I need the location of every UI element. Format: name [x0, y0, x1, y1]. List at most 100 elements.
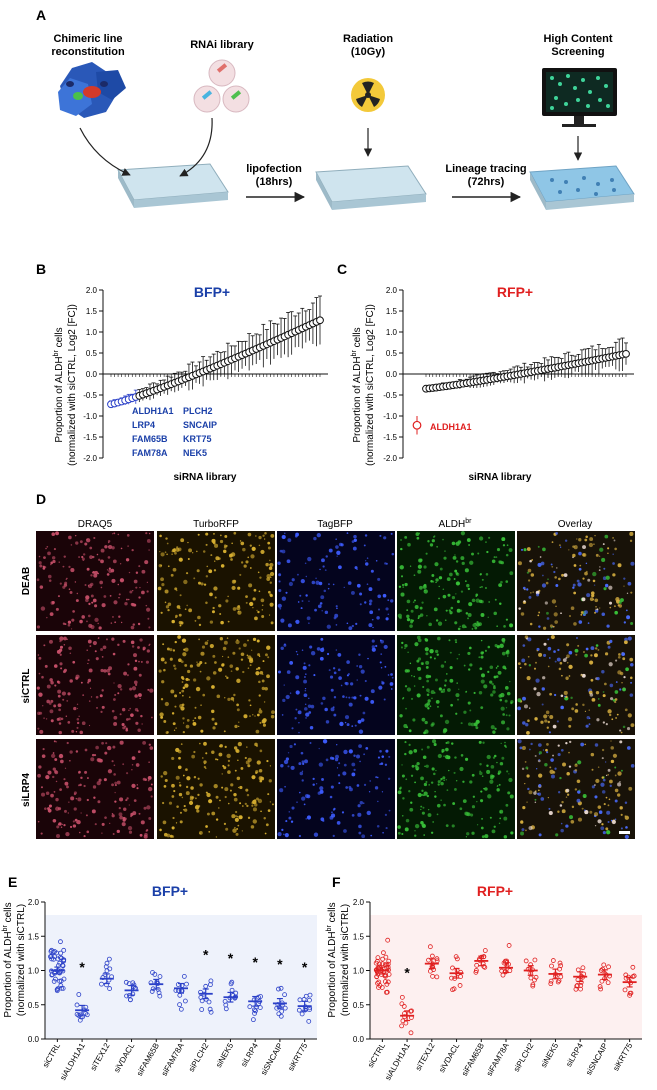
cell-dot: [184, 683, 189, 688]
cell-dot: [481, 578, 484, 581]
cell-dot: [76, 717, 80, 721]
data-point: [382, 962, 388, 968]
cell-dot: [169, 834, 173, 838]
cell-dot: [98, 778, 102, 782]
cell-dot: [224, 535, 228, 538]
cell-dot: [451, 541, 456, 546]
cell-dot: [579, 564, 582, 567]
cell-dot: [252, 819, 257, 824]
cell-dot: [321, 778, 324, 781]
cell-dot: [184, 608, 187, 611]
cell-dot: [256, 760, 261, 765]
cell-dot: [530, 573, 535, 577]
cell-dot: [561, 674, 563, 677]
cell-dot: [434, 791, 436, 793]
y-tick-label: 0.5: [386, 349, 398, 358]
category-label: siTEX12: [89, 1041, 112, 1072]
cell-dot: [611, 819, 616, 825]
cell-dot: [243, 564, 247, 568]
cell-dot: [601, 748, 605, 752]
cell-dot: [630, 663, 634, 667]
cell-dot: [173, 729, 176, 731]
cell-dot: [336, 821, 341, 825]
cell-dot: [625, 667, 629, 672]
cell-dot: [497, 770, 502, 774]
cell-dot: [422, 685, 425, 689]
cell-dot: [321, 558, 325, 563]
cell-dot: [267, 546, 271, 550]
cell-dot: [478, 656, 481, 659]
cell-dot: [128, 571, 131, 574]
cell-dot: [143, 834, 148, 839]
cell-dot: [107, 546, 110, 548]
cell-dot: [203, 741, 207, 746]
cell-dot: [505, 803, 509, 807]
cell-dot: [376, 824, 380, 828]
cell-dot: [442, 588, 445, 591]
cell-dot: [577, 817, 583, 822]
cell-dot: [624, 708, 628, 712]
cell-dot: [584, 809, 589, 815]
lipofection-label: lipofection: [246, 163, 302, 175]
cell-dot: [88, 724, 91, 727]
cell-dot: [192, 721, 197, 726]
cell-dot: [429, 648, 434, 654]
cell-dot: [546, 726, 549, 729]
cell-dot: [337, 774, 341, 777]
cell-dot: [454, 621, 458, 625]
cell-dot: [209, 592, 213, 597]
cell-dot: [304, 562, 307, 565]
cell-dot: [360, 669, 365, 674]
cell-dot: [612, 698, 616, 702]
cell-dot: [163, 785, 167, 788]
cell-dot: [63, 823, 66, 827]
cell-dot: [262, 723, 266, 727]
cell-dot: [201, 757, 204, 759]
cell-dot: [540, 720, 544, 724]
cell-dot: [218, 667, 223, 672]
cell-dot: [247, 764, 251, 768]
cell-dot: [404, 535, 408, 539]
cell-dot: [92, 640, 97, 646]
cell-dot: [50, 561, 53, 565]
cell-dot: [87, 662, 89, 665]
cell-dot: [426, 688, 430, 692]
micrograph-tile: [157, 635, 275, 735]
cell-dot: [78, 831, 81, 834]
cell-dot: [161, 680, 165, 684]
cell-dot: [531, 559, 534, 561]
cell-dot: [524, 761, 527, 763]
cell-dot: [404, 827, 409, 832]
cell-dot: [473, 722, 478, 727]
cell-dot: [397, 831, 401, 835]
cell-dot: [522, 696, 526, 701]
cell-dot: [219, 612, 222, 615]
cell-dot: [436, 803, 441, 808]
cell-dot: [587, 578, 591, 582]
cell-dot: [502, 544, 506, 547]
cell-dot: [59, 582, 62, 585]
cell-dot: [311, 580, 316, 585]
data-point: [458, 974, 463, 979]
data-point: [256, 994, 261, 1000]
cell-dot: [89, 555, 93, 559]
cell-dot: [538, 784, 542, 787]
cell-dot: [257, 666, 261, 670]
cell-dot: [505, 707, 508, 709]
cell-dot: [565, 741, 568, 745]
cell-dot: [179, 594, 182, 597]
cell-dot: [317, 604, 322, 609]
cell-dot: [291, 578, 295, 582]
cell-dot: [145, 532, 148, 535]
cell-dot: [287, 752, 290, 754]
cell-dot: [186, 719, 190, 722]
cell-dot: [542, 574, 544, 577]
cell-dot: [471, 598, 476, 603]
cell-dot: [250, 825, 255, 829]
cell-dot: [438, 687, 442, 691]
cell-dot: [254, 715, 256, 717]
cell-dot: [147, 617, 150, 620]
cell-dot: [171, 783, 175, 788]
cell-dot: [200, 729, 204, 733]
cell-dot: [256, 639, 260, 643]
